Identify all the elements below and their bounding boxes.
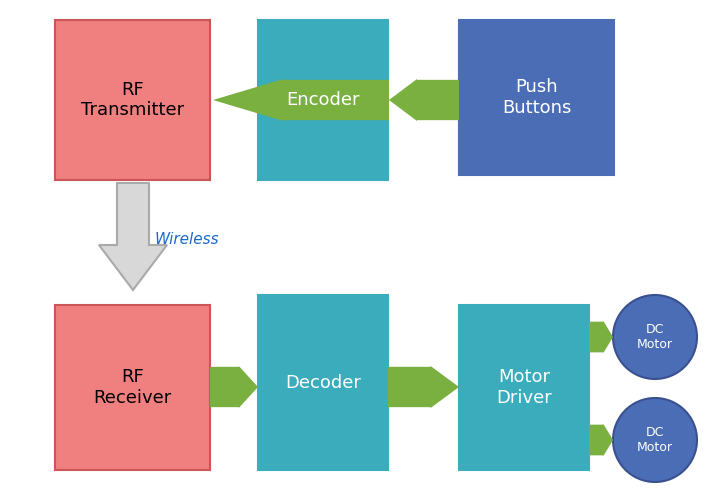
Text: Encoder: Encoder [286, 91, 360, 109]
Polygon shape [213, 79, 389, 121]
Polygon shape [210, 366, 258, 408]
FancyBboxPatch shape [459, 20, 614, 175]
Polygon shape [388, 366, 459, 408]
Text: RF
Transmitter: RF Transmitter [81, 80, 184, 119]
Text: Wireless: Wireless [155, 232, 220, 247]
FancyBboxPatch shape [258, 20, 388, 180]
Polygon shape [389, 79, 459, 121]
Polygon shape [589, 424, 613, 456]
Text: DC
Motor: DC Motor [637, 323, 673, 351]
Circle shape [613, 398, 697, 482]
Text: Decoder: Decoder [285, 374, 361, 391]
Text: Motor
Driver: Motor Driver [496, 368, 552, 407]
Polygon shape [99, 183, 167, 290]
Text: DC
Motor: DC Motor [637, 426, 673, 454]
Polygon shape [589, 321, 613, 353]
Text: RF
Receiver: RF Receiver [93, 368, 172, 407]
FancyBboxPatch shape [258, 295, 388, 470]
FancyBboxPatch shape [55, 20, 210, 180]
FancyBboxPatch shape [55, 305, 210, 470]
Text: Push
Buttons: Push Buttons [502, 78, 571, 117]
Circle shape [613, 295, 697, 379]
FancyBboxPatch shape [459, 305, 589, 470]
